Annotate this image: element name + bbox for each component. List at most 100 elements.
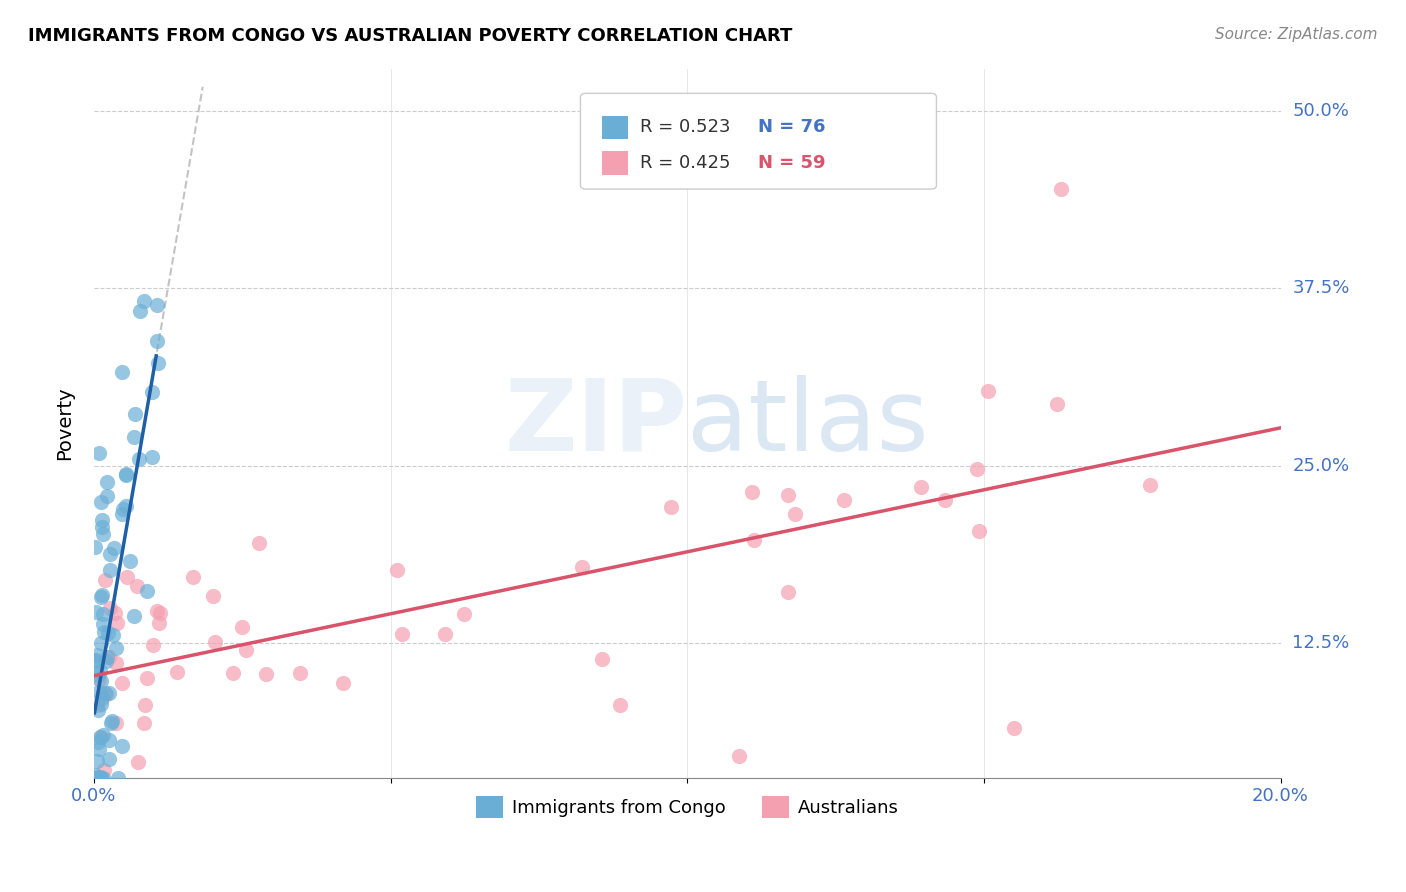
Point — [84, 654, 107, 668]
Point — [91, 513, 114, 527]
Point — [89, 685, 111, 699]
FancyBboxPatch shape — [581, 94, 936, 189]
Text: Source: ZipAtlas.com: Source: ZipAtlas.com — [1215, 27, 1378, 42]
Point — [103, 628, 125, 642]
Point — [434, 626, 457, 640]
Point — [96, 687, 118, 701]
Point — [128, 451, 150, 466]
Text: 25.0%: 25.0% — [1292, 457, 1350, 475]
Point — [89, 674, 111, 689]
Point — [115, 570, 138, 584]
Point — [115, 500, 138, 514]
Point — [83, 768, 105, 782]
Point — [181, 569, 204, 583]
Point — [98, 752, 121, 766]
Point — [90, 590, 112, 604]
Point — [84, 771, 107, 785]
Point — [90, 697, 112, 711]
Point — [122, 608, 145, 623]
Point — [97, 733, 120, 747]
Point — [98, 600, 121, 615]
Point — [89, 742, 111, 756]
Point — [103, 541, 125, 555]
Point — [204, 635, 226, 649]
Point — [111, 502, 134, 516]
Point — [91, 520, 114, 534]
Point — [231, 620, 253, 634]
Point — [785, 508, 807, 522]
Point — [86, 703, 108, 717]
Point — [91, 688, 114, 702]
Point — [247, 536, 270, 550]
Point — [659, 500, 682, 514]
Point — [111, 675, 134, 690]
Point — [94, 654, 117, 668]
Point — [142, 638, 165, 652]
Point — [93, 527, 115, 541]
Point — [1139, 478, 1161, 492]
Point — [387, 563, 409, 577]
Point — [83, 653, 105, 667]
Point — [728, 749, 751, 764]
Point — [166, 665, 188, 679]
Point — [107, 771, 129, 785]
Point — [90, 495, 112, 509]
Point — [776, 585, 799, 599]
Point — [122, 430, 145, 444]
Point — [90, 636, 112, 650]
Point — [910, 479, 932, 493]
Point — [128, 303, 150, 318]
Point — [136, 583, 159, 598]
Point — [202, 589, 225, 603]
Point — [104, 640, 127, 655]
Legend: Immigrants from Congo, Australians: Immigrants from Congo, Australians — [468, 789, 905, 825]
Point — [571, 559, 593, 574]
Point — [98, 563, 121, 577]
Point — [84, 606, 107, 620]
Point — [98, 686, 121, 700]
Point — [93, 763, 115, 777]
Point — [609, 698, 631, 712]
Point — [91, 607, 114, 621]
FancyBboxPatch shape — [602, 152, 628, 175]
Point — [91, 728, 114, 742]
Point — [146, 298, 169, 312]
Point — [967, 524, 990, 539]
Point — [89, 672, 111, 686]
Point — [134, 698, 156, 712]
Point — [87, 667, 110, 681]
Point — [91, 771, 114, 785]
Text: ZIP: ZIP — [505, 375, 688, 472]
Point — [89, 730, 111, 744]
Point — [591, 652, 613, 666]
Point — [141, 384, 163, 399]
Point — [86, 698, 108, 713]
Text: 12.5%: 12.5% — [1292, 634, 1350, 652]
Text: atlas: atlas — [688, 375, 929, 472]
Point — [89, 771, 111, 785]
Point — [290, 666, 312, 681]
Text: 37.5%: 37.5% — [1292, 279, 1350, 297]
Point — [96, 489, 118, 503]
Point — [741, 485, 763, 500]
Point — [1050, 182, 1073, 196]
Point — [83, 540, 105, 554]
Point — [105, 656, 128, 670]
Point — [87, 771, 110, 785]
Point — [934, 493, 956, 508]
Point — [125, 579, 148, 593]
Text: N = 76: N = 76 — [758, 119, 825, 136]
Point — [391, 627, 413, 641]
Point — [976, 384, 998, 398]
Point — [127, 756, 149, 770]
Point — [141, 450, 163, 465]
Text: 50.0%: 50.0% — [1292, 102, 1350, 120]
Point — [149, 607, 172, 621]
Point — [453, 607, 475, 621]
Point — [98, 650, 121, 665]
Point — [83, 771, 105, 785]
Point — [332, 676, 354, 690]
Text: R = 0.425: R = 0.425 — [640, 153, 730, 172]
Text: R = 0.523: R = 0.523 — [640, 119, 730, 136]
Point — [148, 616, 170, 631]
